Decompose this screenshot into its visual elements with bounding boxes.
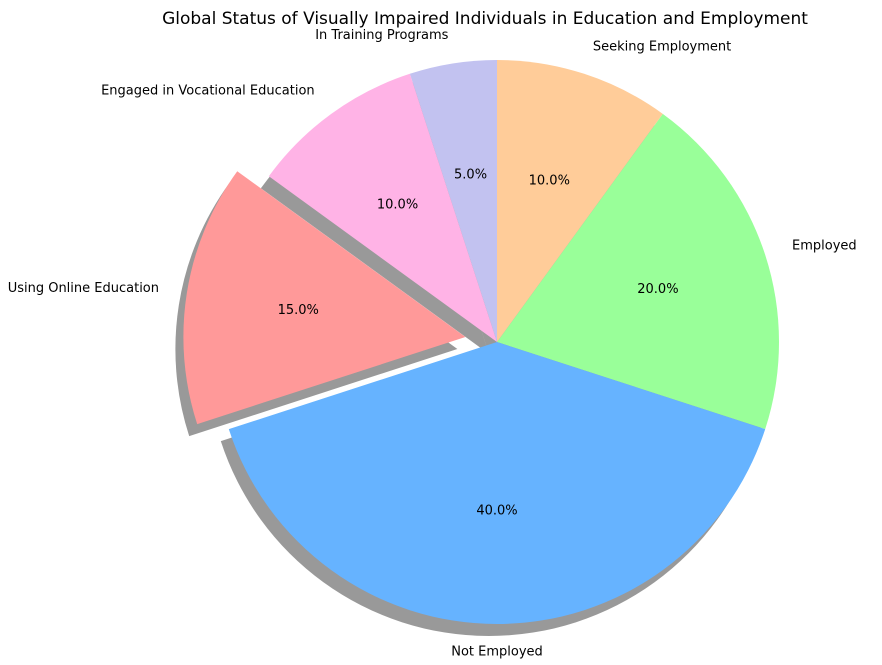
slice-label-engaged-in-vocational-education: Engaged in Vocational Education [101, 84, 315, 99]
percent-label-not-employed: 40.0% [476, 504, 517, 519]
slice-not-employed [228, 342, 766, 624]
percent-labels: 20.0% 10.0% 5.0% 10.0% 15.0% 40.0% [278, 167, 679, 518]
slice-employed [497, 113, 780, 430]
slice-in-training-programs [409, 60, 497, 342]
percent-label-employed: 20.0% [637, 282, 678, 297]
slice-label-employed: Employed [792, 239, 857, 254]
slice-label-in-training-programs: In Training Programs [315, 28, 448, 43]
percent-label-engaged-in-vocational-education: 10.0% [377, 198, 418, 213]
slice-label-using-online-education: Using Online Education [8, 281, 159, 296]
slice-label-seeking-employment: Seeking Employment [593, 39, 731, 54]
slice-label-not-employed: Not Employed [451, 645, 543, 660]
pie-slices [183, 60, 780, 624]
slice-using-online-education [183, 171, 466, 425]
slice-engaged-in-vocational-education [268, 73, 497, 342]
percent-label-in-training-programs: 5.0% [454, 167, 487, 182]
percent-label-seeking-employment: 10.0% [529, 174, 570, 189]
chart-title: Global Status of Visually Impaired Indiv… [162, 9, 808, 29]
slice-seeking-employment [497, 60, 663, 342]
percent-label-using-online-education: 15.0% [278, 303, 319, 318]
slice-labels: Employed Seeking Employment In Training Pr… [8, 28, 857, 660]
